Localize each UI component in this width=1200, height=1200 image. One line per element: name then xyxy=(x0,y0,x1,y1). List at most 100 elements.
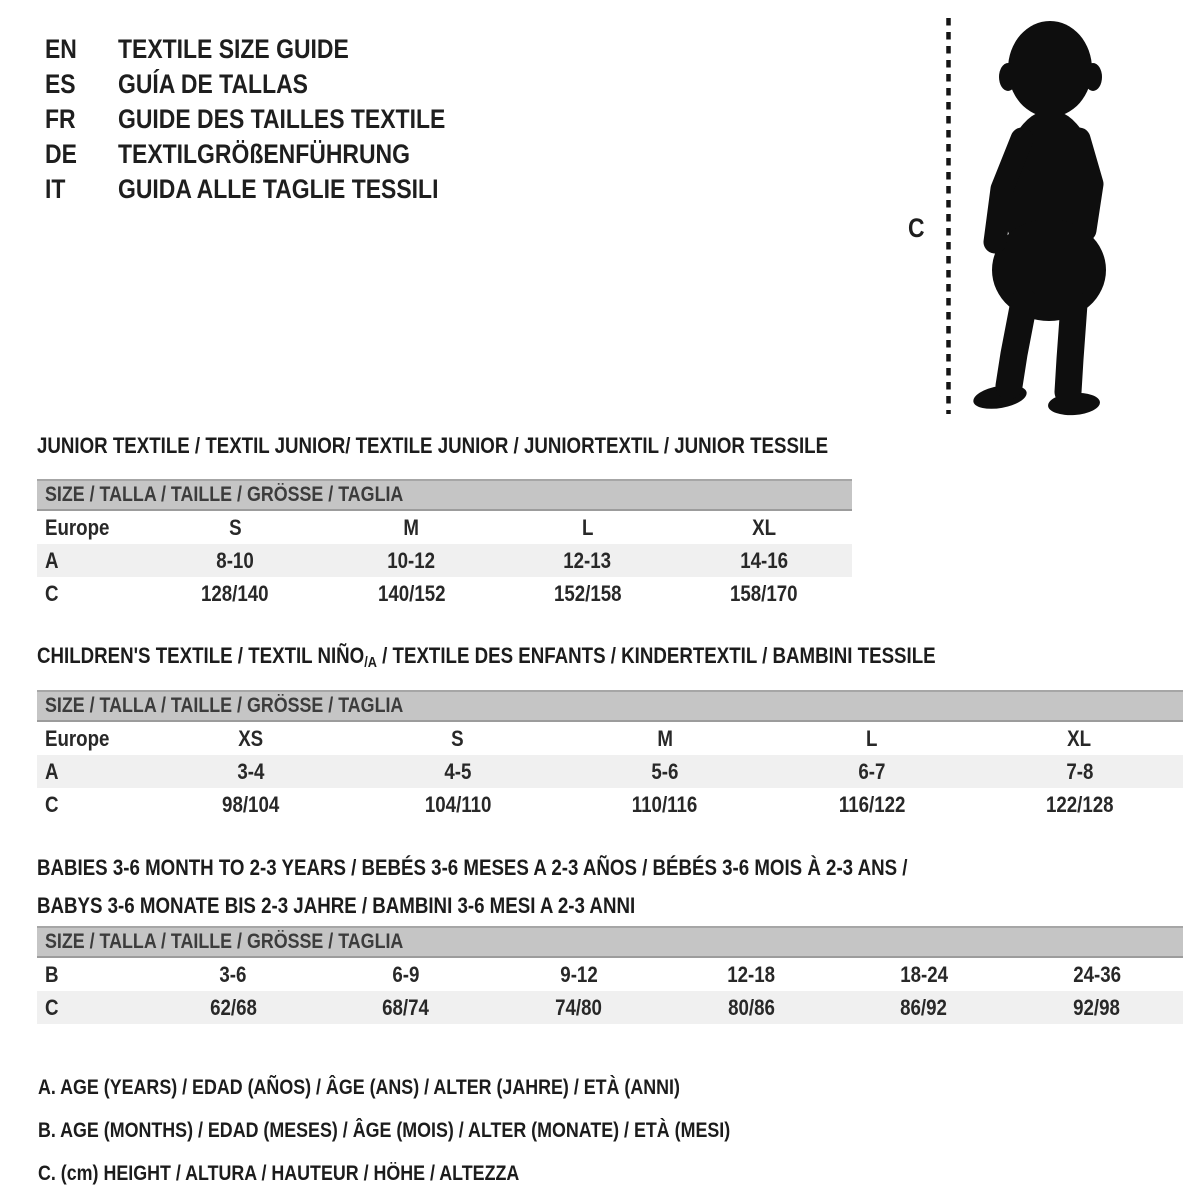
legend-line-a-text: A. AGE (YEARS) / EDAD (AÑOS) / ÂGE (ANS)… xyxy=(38,1075,680,1099)
size-cell: 104/110 xyxy=(424,791,492,817)
size-cell: 24-36 xyxy=(1072,961,1121,987)
junior-section-title-text: JUNIOR TEXTILE / TEXTIL JUNIOR/ TEXTILE … xyxy=(37,433,829,458)
language-title-block: EN TEXTILE SIZE GUIDE ES GUÍA DE TALLAS … xyxy=(45,32,503,207)
lang-code-fr: FR xyxy=(45,104,76,134)
legend-line-c-text: C. (cm) HEIGHT / ALTURA / HAUTEUR / HÖHE… xyxy=(38,1161,520,1185)
size-cell: 140/152 xyxy=(377,580,446,606)
legend-line-b: B. AGE (MONTHS) / EDAD (MESES) / ÂGE (MO… xyxy=(38,1109,852,1152)
table-row-height: C 98/104 104/110 110/116 116/122 122/128 xyxy=(37,788,1183,821)
size-cell: 80/86 xyxy=(727,994,775,1020)
size-cell: 62/68 xyxy=(209,994,257,1020)
size-header-text: SIZE / TALLA / TAILLE / GRÖSSE / TAGLIA xyxy=(45,483,404,506)
table-row-height: C 128/140 140/152 152/158 158/170 xyxy=(37,577,852,610)
size-cell: S xyxy=(228,514,242,540)
size-cell: 110/116 xyxy=(632,791,698,817)
size-cell: L xyxy=(581,514,594,540)
size-cell: 3-6 xyxy=(219,961,247,987)
size-cell: 3-4 xyxy=(237,758,265,784)
size-cell: 10-12 xyxy=(387,547,436,573)
lang-row-it: IT GUIDA ALLE TAGLIE TESSILI xyxy=(45,172,503,207)
size-cell: 12-13 xyxy=(563,547,612,573)
lang-code-it: IT xyxy=(45,174,66,204)
size-header-bar: SIZE / TALLA / TAILLE / GRÖSSE / TAGLIA xyxy=(37,690,1183,722)
size-cell: M xyxy=(657,725,673,751)
row-label: C xyxy=(45,994,59,1020)
size-cell: 18-24 xyxy=(900,961,948,987)
legend-line-c: C. (cm) HEIGHT / ALTURA / HAUTEUR / HÖHE… xyxy=(38,1152,852,1195)
size-cell: 122/128 xyxy=(1045,791,1114,817)
table-row-height: C 62/68 68/74 74/80 80/86 86/92 92/98 xyxy=(37,991,1183,1024)
lang-title-de: TEXTILGRÖßENFÜHRUNG xyxy=(118,139,410,169)
size-cell: S xyxy=(451,725,465,751)
size-cell: 98/104 xyxy=(222,791,280,817)
babies-size-table: SIZE / TALLA / TAILLE / GRÖSSE / TAGLIA … xyxy=(37,926,1183,1024)
size-header-bar: SIZE / TALLA / TAILLE / GRÖSSE / TAGLIA xyxy=(37,926,1183,958)
table-row-age: A 8-10 10-12 12-13 14-16 xyxy=(37,544,852,577)
children-title-pre: CHILDREN'S TEXTILE / TEXTIL NIÑO xyxy=(37,643,365,668)
size-cell: 14-16 xyxy=(739,547,788,573)
size-cell: XL xyxy=(751,514,776,540)
size-cell: 7-8 xyxy=(1065,758,1093,784)
table-row-europe: Europe XS S M L XL xyxy=(37,722,1183,755)
row-label: A xyxy=(45,547,59,573)
junior-size-table: SIZE / TALLA / TAILLE / GRÖSSE / TAGLIA … xyxy=(37,479,852,610)
children-title-sub: /A xyxy=(364,654,377,671)
legend-block: A. AGE (YEARS) / EDAD (AÑOS) / ÂGE (ANS)… xyxy=(38,1066,852,1195)
height-measure-label-wrap: C xyxy=(908,213,928,244)
size-cell: 5-6 xyxy=(651,758,679,784)
lang-row-es: ES GUÍA DE TALLAS xyxy=(45,67,503,102)
height-measure-dashed-line xyxy=(946,18,951,414)
size-cell: 68/74 xyxy=(382,994,430,1020)
row-label: B xyxy=(45,961,59,987)
size-header-text: SIZE / TALLA / TAILLE / GRÖSSE / TAGLIA xyxy=(45,694,404,717)
lang-code-es: ES xyxy=(45,69,76,99)
size-cell: 158/170 xyxy=(730,580,798,606)
size-cell: 152/158 xyxy=(553,580,622,606)
children-title-post: / TEXTILE DES ENFANTS / KINDERTEXTIL / B… xyxy=(376,643,936,668)
table-row-age-months: B 3-6 6-9 9-12 12-18 18-24 24-36 xyxy=(37,958,1183,991)
lang-row-fr: FR GUIDE DES TAILLES TEXTILE xyxy=(45,102,503,137)
size-cell: 9-12 xyxy=(559,961,598,987)
children-size-table: SIZE / TALLA / TAILLE / GRÖSSE / TAGLIA … xyxy=(37,690,1183,821)
row-label: A xyxy=(45,758,59,784)
legend-line-b-text: B. AGE (MONTHS) / EDAD (MESES) / ÂGE (MO… xyxy=(38,1118,731,1142)
row-label: Europe xyxy=(45,725,110,751)
lang-title-en: TEXTILE SIZE GUIDE xyxy=(118,34,349,64)
children-section-title-text: CHILDREN'S TEXTILE / TEXTIL NIÑO/A / TEX… xyxy=(37,644,936,675)
size-cell: 6-9 xyxy=(392,961,420,987)
size-cell: 128/140 xyxy=(201,580,269,606)
row-label: C xyxy=(45,580,59,606)
size-cell: XS xyxy=(238,725,264,751)
row-label: C xyxy=(45,791,59,817)
size-cell: 116/122 xyxy=(838,791,906,817)
size-cell: 4-5 xyxy=(444,758,472,784)
size-cell: 8-10 xyxy=(216,547,254,573)
size-cell: 12-18 xyxy=(727,961,776,987)
size-cell: 6-7 xyxy=(858,758,886,784)
lang-title-fr: GUIDE DES TAILLES TEXTILE xyxy=(118,104,446,134)
babies-title-line2: BABYS 3-6 MONATE BIS 2-3 JAHRE / BAMBINI… xyxy=(37,893,636,918)
height-measure-label: C xyxy=(908,213,925,243)
table-row-age: A 3-4 4-5 5-6 6-7 7-8 xyxy=(37,755,1183,788)
babies-section-title: BABIES 3-6 MONTH TO 2-3 YEARS / BEBÉS 3-… xyxy=(37,849,1061,925)
size-cell: 74/80 xyxy=(555,994,603,1020)
row-label: Europe xyxy=(45,514,110,540)
size-cell: XL xyxy=(1067,725,1092,751)
babies-title-line1: BABIES 3-6 MONTH TO 2-3 YEARS / BEBÉS 3-… xyxy=(37,855,908,880)
size-header-text: SIZE / TALLA / TAILLE / GRÖSSE / TAGLIA xyxy=(45,930,404,953)
junior-section-title: JUNIOR TEXTILE / TEXTIL JUNIOR/ TEXTILE … xyxy=(37,434,968,458)
table-row-europe: Europe S M L XL xyxy=(37,511,852,544)
toddler-silhouette-icon xyxy=(973,21,1106,416)
lang-row-de: DE TEXTILGRÖßENFÜHRUNG xyxy=(45,137,503,172)
size-cell: 92/98 xyxy=(1073,994,1121,1020)
lang-title-es: GUÍA DE TALLAS xyxy=(118,69,308,99)
size-cell: 86/92 xyxy=(900,994,948,1020)
size-cell: M xyxy=(403,514,420,540)
legend-line-a: A. AGE (YEARS) / EDAD (AÑOS) / ÂGE (ANS)… xyxy=(38,1066,852,1109)
lang-row-en: EN TEXTILE SIZE GUIDE xyxy=(45,32,503,67)
size-cell: L xyxy=(866,725,878,751)
lang-code-de: DE xyxy=(45,139,77,169)
size-header-bar: SIZE / TALLA / TAILLE / GRÖSSE / TAGLIA xyxy=(37,479,852,511)
lang-code-en: EN xyxy=(45,34,77,64)
